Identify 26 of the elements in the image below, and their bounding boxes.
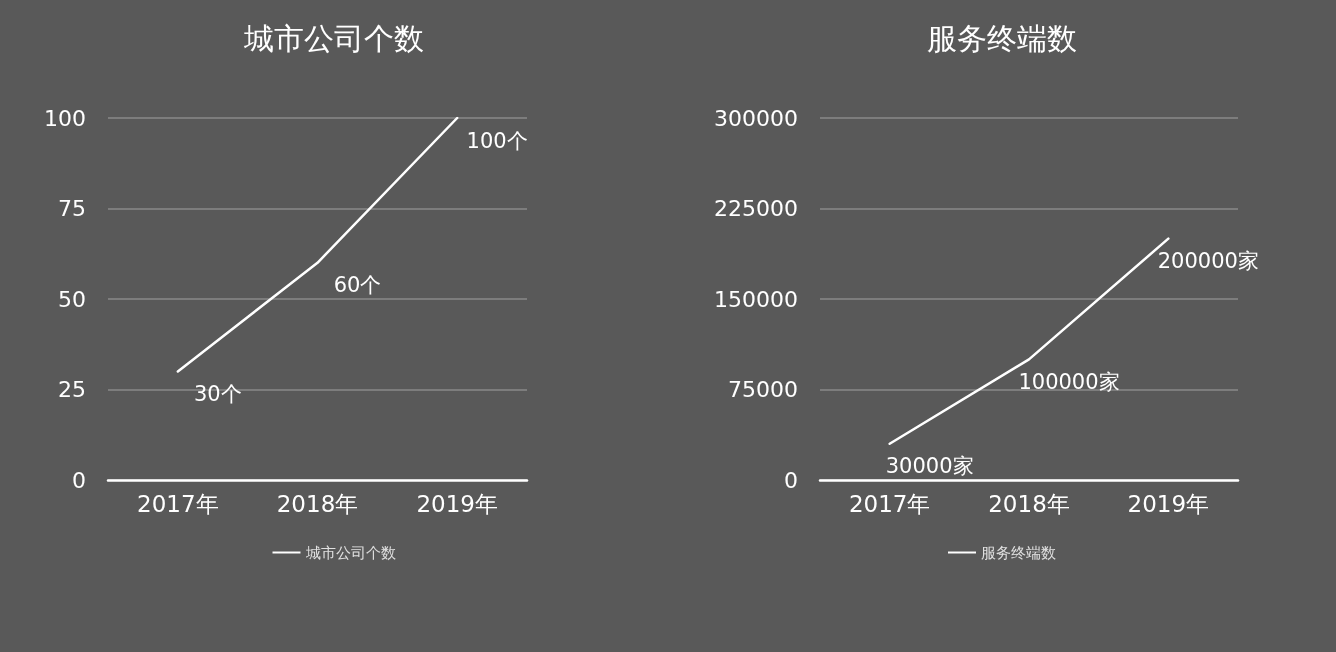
- chart-title: 服务终端数: [927, 20, 1077, 56]
- x-tick-label: 2019年: [416, 490, 498, 517]
- data-label: 100000家: [1018, 369, 1120, 394]
- x-tick-label: 2017年: [848, 490, 931, 517]
- y-tick-label: 0: [72, 467, 86, 493]
- data-label: 30个: [193, 381, 242, 406]
- y-tick-label: 25: [58, 377, 86, 402]
- data-label: 60个: [333, 273, 382, 298]
- x-tick-label: 2018年: [988, 490, 1070, 517]
- y-tick-label: 75000: [728, 377, 798, 402]
- data-label: 200000家: [1157, 249, 1259, 274]
- y-tick-label: 100: [44, 105, 86, 131]
- y-tick-label: 150000: [714, 286, 798, 312]
- x-tick-label: 2018年: [276, 490, 359, 517]
- data-label: 100个: [466, 128, 528, 153]
- legend-label: 服务终端数: [981, 543, 1056, 562]
- legend-label: 城市公司个数: [304, 543, 396, 562]
- y-tick-label: 50: [58, 286, 86, 312]
- data-label: 30000家: [885, 454, 974, 479]
- x-tick-label: 2017年: [137, 490, 219, 517]
- y-tick-label: 75: [58, 196, 86, 221]
- chart-title: 城市公司个数: [243, 20, 424, 56]
- y-tick-label: 225000: [714, 196, 798, 221]
- x-tick-label: 2019年: [1127, 490, 1210, 517]
- y-tick-label: 0: [784, 467, 798, 493]
- y-tick-label: 300000: [714, 105, 798, 131]
